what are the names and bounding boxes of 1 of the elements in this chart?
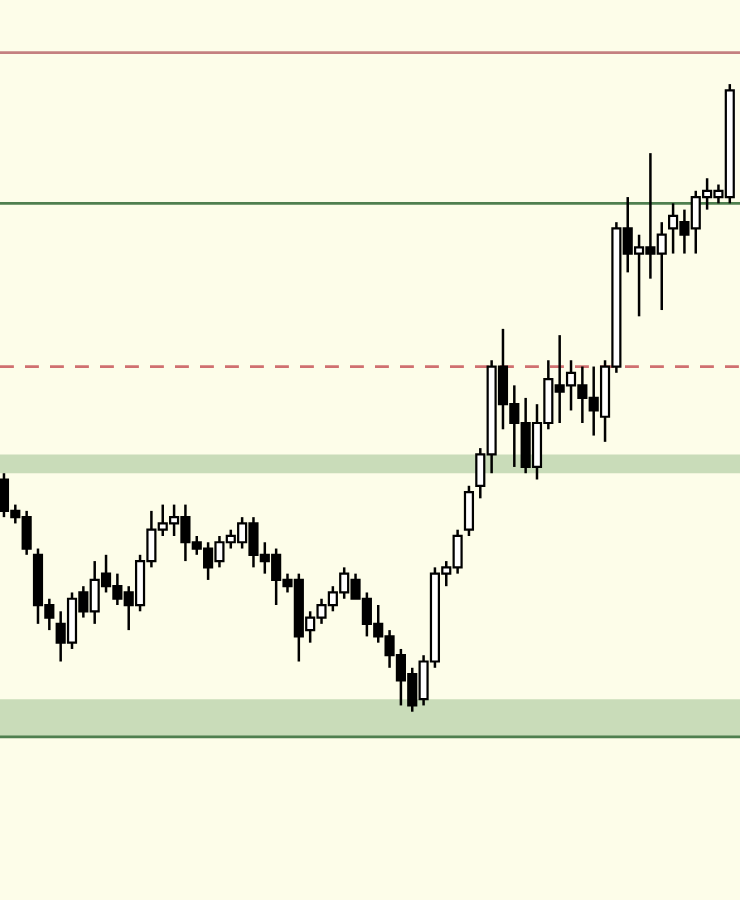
candlestick — [463, 484, 475, 538]
